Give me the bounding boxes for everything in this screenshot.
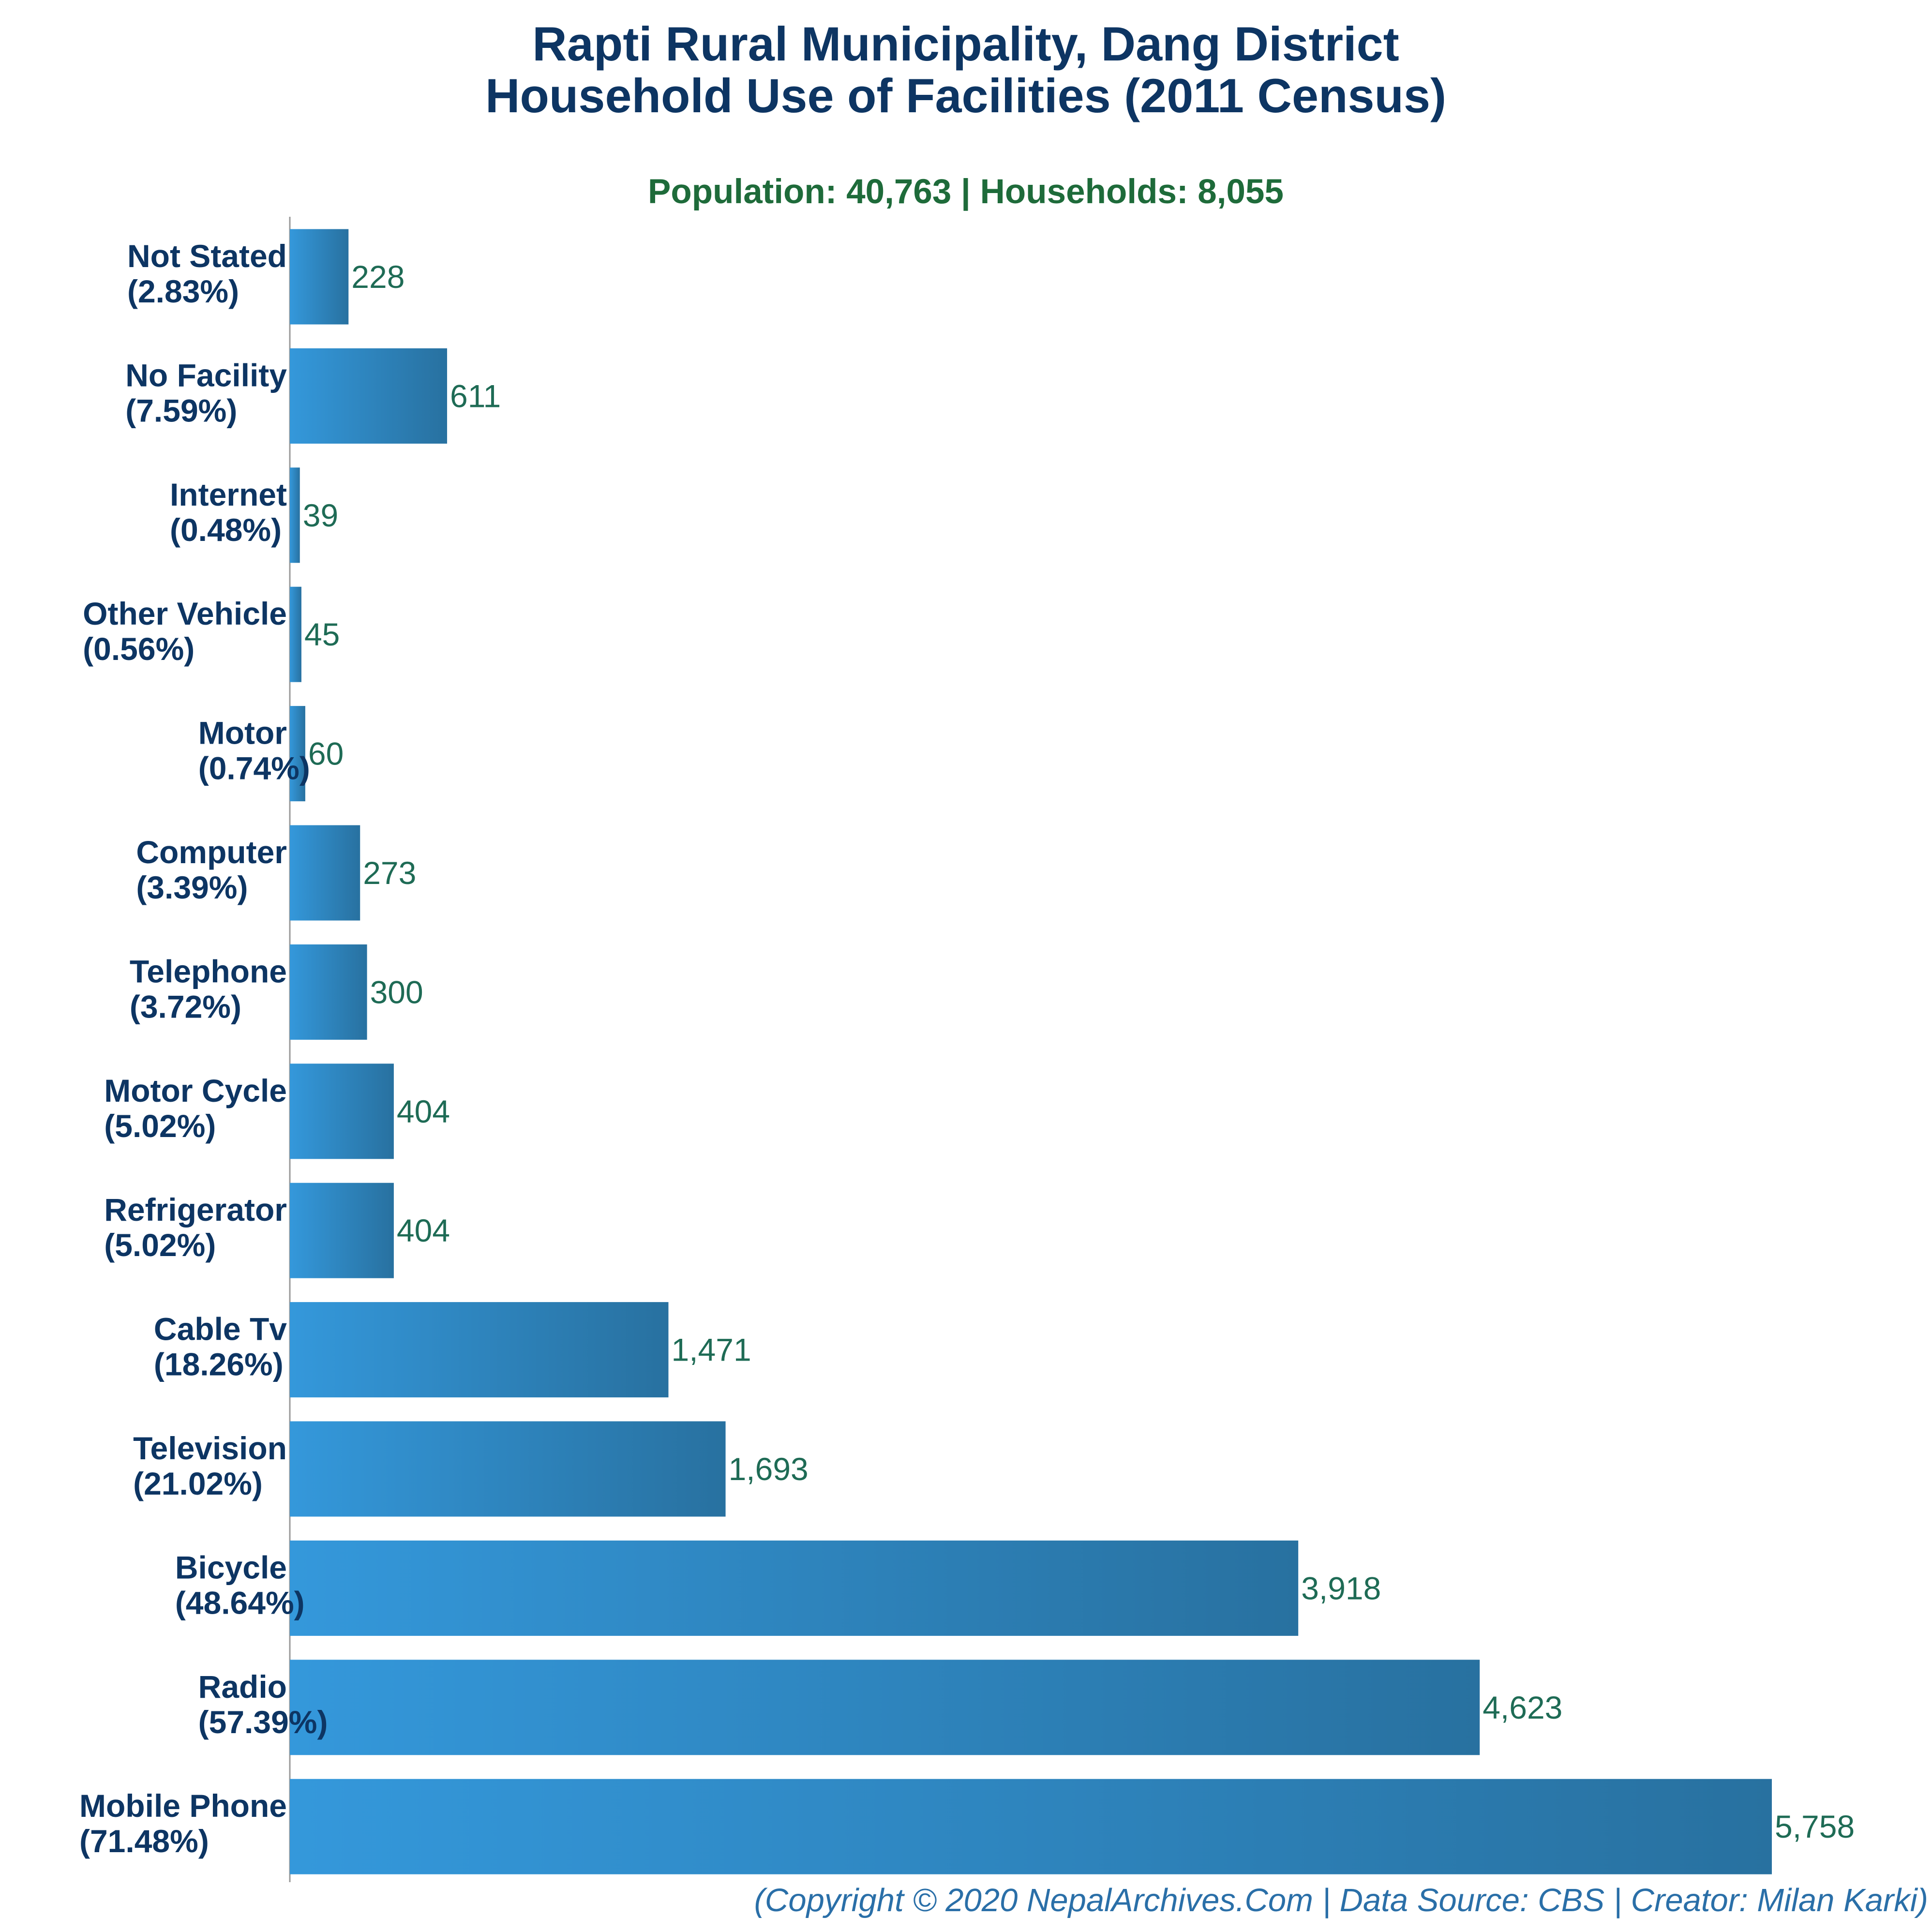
value-label: 300 xyxy=(370,974,423,1010)
category-label: Telephone xyxy=(130,953,287,989)
bar-refrigerator xyxy=(290,1183,394,1278)
value-label: 60 xyxy=(308,736,344,772)
category-percent-label: (0.48%) xyxy=(170,512,282,548)
value-label: 5,758 xyxy=(1775,1809,1855,1844)
category-label: Bicycle xyxy=(175,1549,287,1585)
bar-bicycle xyxy=(290,1540,1299,1636)
bar-motor xyxy=(290,706,305,802)
category-label: Mobile Phone xyxy=(79,1788,287,1824)
category-percent-label: (21.02%) xyxy=(133,1466,263,1501)
category-percent-label: (0.56%) xyxy=(83,631,195,667)
category-percent-label: (48.64%) xyxy=(175,1585,305,1620)
category-percent-label: (0.74%) xyxy=(198,750,310,786)
category-label: Other Vehicle xyxy=(83,596,287,631)
bars-group xyxy=(290,229,1772,1874)
bar-cable-tv xyxy=(290,1302,669,1398)
value-labels-group: 228 611 39 45 60 273 300 404 404 1,471 1,693 3,918 4… xyxy=(303,259,1855,1844)
bar-television xyxy=(290,1421,726,1517)
chart-title: Rapti Rural Municipality, Dang District xyxy=(532,17,1399,71)
bar-telephone xyxy=(290,944,367,1040)
category-label: Cable Tv xyxy=(154,1311,287,1347)
bar-no-facility xyxy=(290,348,448,444)
category-label: No Facility xyxy=(125,357,287,393)
category-label: Motor Cycle xyxy=(104,1073,287,1108)
category-label: Computer xyxy=(136,834,287,870)
category-percent-label: (57.39%) xyxy=(198,1704,328,1740)
category-percent-label: (3.72%) xyxy=(130,988,241,1024)
category-label: Motor xyxy=(198,715,287,751)
value-label: 1,471 xyxy=(672,1332,751,1368)
chart-title-line2: Household Use of Facilities (2011 Census… xyxy=(485,69,1446,122)
chart-subtitle: Population: 40,763 | Households: 8,055 xyxy=(648,173,1284,211)
category-percent-label: (18.26%) xyxy=(154,1347,284,1382)
category-percent-label: (2.83%) xyxy=(127,273,239,309)
value-label: 404 xyxy=(397,1213,450,1248)
value-label: 1,693 xyxy=(729,1451,809,1487)
category-label: Radio xyxy=(198,1669,287,1705)
value-label: 228 xyxy=(351,259,404,295)
bar-other-vehicle xyxy=(290,586,301,682)
value-label: 611 xyxy=(450,378,501,414)
bar-internet xyxy=(290,467,300,563)
bar-not-stated xyxy=(290,229,349,325)
category-percent-label: (5.02%) xyxy=(104,1227,216,1263)
category-percent-label: (5.02%) xyxy=(104,1108,216,1144)
bar-mobile-phone xyxy=(290,1779,1772,1874)
value-label: 45 xyxy=(304,616,340,652)
category-label: Internet xyxy=(170,477,287,512)
value-label: 404 xyxy=(397,1093,450,1129)
category-percent-label: (7.59%) xyxy=(125,392,237,428)
bar-motor-cycle xyxy=(290,1063,394,1159)
bar-radio xyxy=(290,1660,1480,1755)
category-labels-group: Not Stated(2.83%) No Facility(7.59%) Inter… xyxy=(79,238,328,1859)
value-label: 3,918 xyxy=(1301,1570,1381,1606)
bar-computer xyxy=(290,825,360,921)
category-percent-label: (3.39%) xyxy=(136,869,248,905)
value-label: 273 xyxy=(363,855,416,891)
category-label: Refrigerator xyxy=(104,1192,287,1228)
category-label: Television xyxy=(133,1430,287,1466)
value-label: 39 xyxy=(303,497,338,533)
value-label: 4,623 xyxy=(1483,1690,1562,1725)
category-percent-label: (71.48%) xyxy=(79,1823,209,1859)
category-label: Not Stated xyxy=(127,238,287,274)
footer-credit: (Copyright © 2020 NepalArchives.Com | Da… xyxy=(754,1882,1928,1919)
